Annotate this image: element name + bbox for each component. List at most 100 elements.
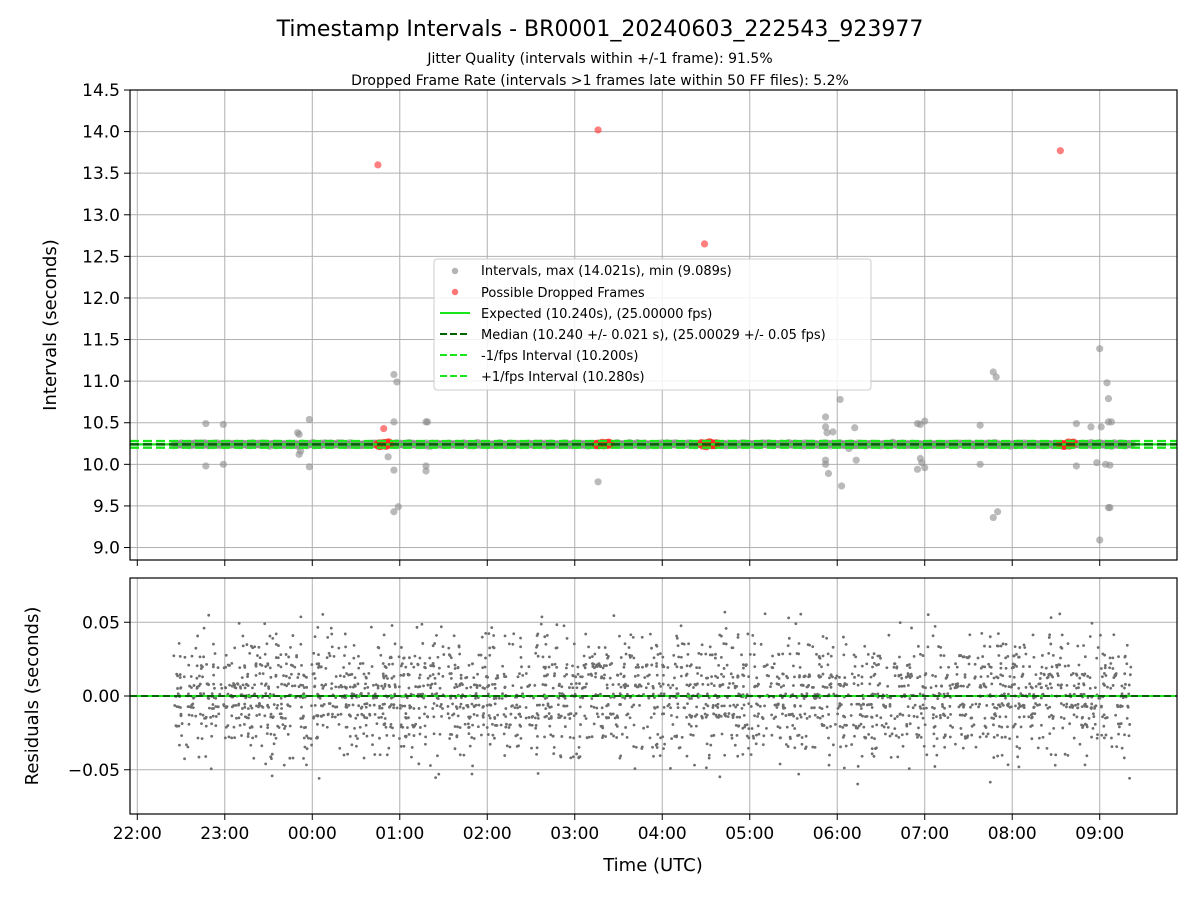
residual-point [393, 642, 397, 646]
residual-point [470, 702, 474, 706]
residual-point [1040, 723, 1043, 727]
residual-point [278, 712, 282, 716]
residual-point [172, 654, 176, 658]
residual-point [478, 684, 482, 687]
residual-point [563, 725, 567, 728]
residual-point [330, 645, 334, 649]
residual-point [947, 665, 950, 669]
residual-point [1128, 723, 1132, 726]
residual-point [232, 725, 236, 729]
residual-point [716, 676, 720, 680]
residual-point [992, 735, 996, 739]
residual-point [1001, 683, 1005, 687]
residual-point [321, 687, 325, 690]
residual-point [861, 714, 864, 718]
residual-point [942, 654, 946, 658]
residual-point [1047, 651, 1051, 655]
residual-point [934, 684, 938, 688]
residual-point [1092, 715, 1096, 718]
residual-point [578, 755, 582, 759]
interval-point [390, 508, 398, 516]
residual-point [283, 727, 286, 730]
residual-point [826, 663, 830, 667]
residual-point [752, 736, 756, 740]
residual-point [983, 644, 986, 648]
residual-point [1047, 636, 1051, 639]
residual-point [438, 732, 442, 736]
residual-point [853, 734, 856, 738]
residual-point [1065, 684, 1069, 687]
residual-point [782, 706, 785, 710]
residual-point [245, 682, 248, 686]
residual-point [331, 704, 335, 708]
residual-point [520, 665, 523, 669]
residual-point [1055, 663, 1058, 667]
residual-point [173, 704, 177, 707]
residual-point [802, 697, 806, 700]
residual-point [938, 713, 942, 717]
residual-point [601, 724, 604, 728]
residual-point [1008, 675, 1012, 678]
residual-point [997, 724, 1001, 728]
residual-point [943, 733, 947, 737]
residual-point [279, 665, 283, 669]
residual-point [345, 686, 348, 689]
residual-point [627, 646, 631, 649]
residual-point [541, 683, 545, 686]
residual-point [381, 672, 385, 676]
residual-point [932, 713, 935, 717]
residual-point [1004, 696, 1007, 700]
residual-point [926, 645, 930, 649]
residual-point [827, 763, 831, 767]
residual-point [1088, 635, 1092, 638]
residual-point [658, 754, 662, 758]
residual-point [829, 724, 832, 728]
residual-point [1034, 673, 1038, 676]
residual-point [784, 714, 788, 717]
residual-point [949, 713, 952, 716]
residual-point [571, 664, 574, 668]
residual-point [1076, 702, 1080, 706]
residual-point [776, 725, 780, 728]
residual-point [684, 674, 688, 677]
residual-point [993, 706, 996, 709]
residual-point [408, 704, 412, 708]
time-x-tick-label: 08:00 [988, 824, 1037, 844]
residual-point [799, 715, 803, 719]
residual-point [461, 683, 464, 687]
residual-point [643, 676, 647, 679]
residual-point [1029, 685, 1033, 689]
residual-point [313, 684, 317, 688]
residual-point [1109, 686, 1113, 690]
residual-point [186, 705, 190, 709]
residual-point [429, 664, 433, 667]
residual-point [316, 736, 319, 740]
residual-point [401, 704, 404, 708]
residual-point [898, 655, 901, 659]
residual-point [1071, 671, 1075, 675]
residual-point [424, 735, 428, 739]
residual-point [755, 676, 759, 680]
residual-point [964, 737, 967, 740]
residual-point [719, 634, 723, 638]
legend-entry-expected: Expected (10.240s), (25.00000 fps) [440, 307, 712, 322]
residual-point [290, 684, 294, 688]
residuals-y-tick-label: 0.00 [82, 687, 120, 707]
residual-point [415, 625, 419, 629]
residual-point [544, 665, 547, 669]
residual-point [246, 732, 250, 736]
residual-point [1059, 684, 1063, 688]
residual-point [1113, 673, 1117, 677]
residual-point [770, 666, 774, 669]
residual-point [282, 674, 285, 678]
residual-point [606, 702, 610, 706]
residual-point [958, 713, 962, 717]
residual-point [547, 712, 551, 715]
residual-point [1099, 705, 1103, 709]
residual-point [324, 667, 328, 670]
residual-point [900, 684, 904, 688]
residual-point [898, 621, 902, 624]
residual-point [330, 687, 333, 690]
residual-point [453, 747, 457, 751]
residual-point [274, 656, 278, 659]
